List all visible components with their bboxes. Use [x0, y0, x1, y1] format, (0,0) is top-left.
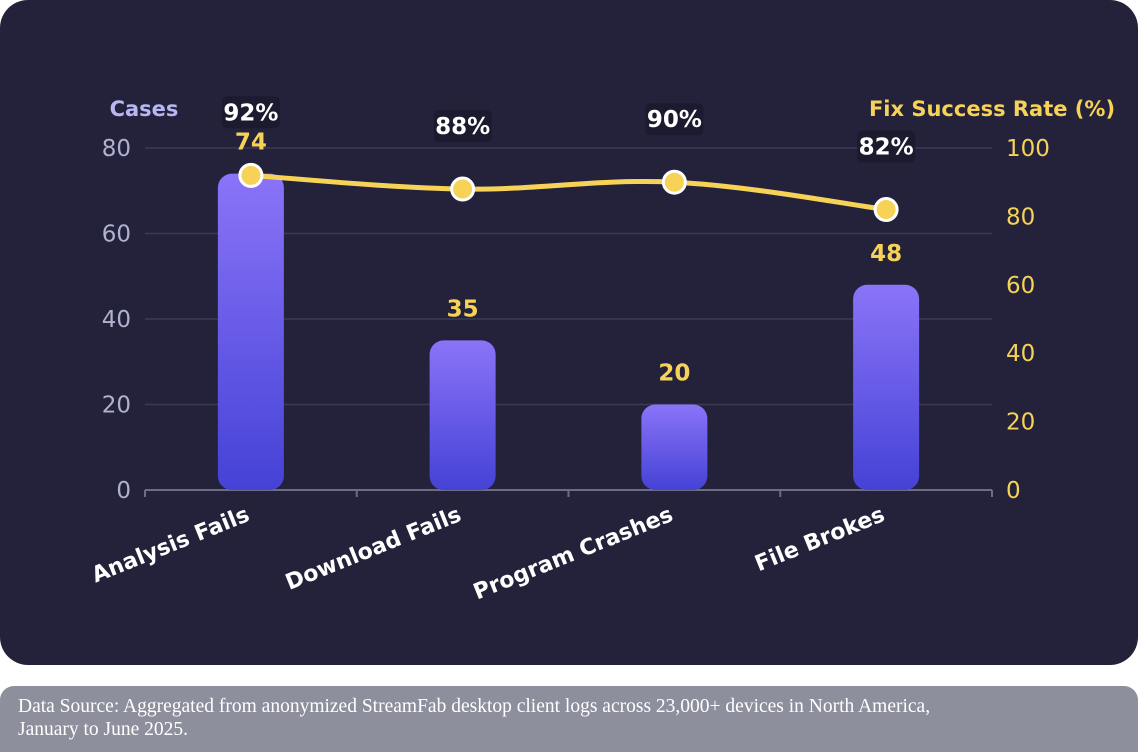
fix-rate-line [248, 172, 889, 213]
data-source-line-1: Data Source: Aggregated from anonymized … [18, 696, 931, 717]
bar-value-label: 35 [447, 296, 479, 322]
bar-value-label: 48 [870, 241, 902, 267]
bar [429, 340, 496, 490]
right-axis-tick-label: 40 [1006, 341, 1035, 367]
left-axis-title: Cases [110, 97, 179, 121]
category-label: Download Fails [282, 502, 465, 595]
bar-value-label: 20 [658, 361, 690, 387]
category-label: Program Crashes [470, 502, 677, 605]
bar-value-label: 74 [235, 130, 267, 156]
line-series [238, 162, 899, 223]
data-source-line-2: January to June 2025. [18, 719, 189, 740]
line-value-label-bg [645, 103, 704, 136]
bar [853, 284, 920, 490]
left-axis-tick-label: 20 [102, 393, 131, 419]
category-label: File Brokes [752, 502, 889, 577]
chart-card: 0 20 40 60 80 0 20 40 60 80 100 Analysis Fails Downl… [0, 0, 1138, 665]
line-point [873, 197, 899, 223]
line-value-label: 92% [223, 100, 278, 126]
line-value-label: 88% [435, 114, 490, 140]
left-axis-tick-label: 60 [102, 222, 131, 248]
line-value-label: 82% [859, 135, 914, 161]
right-axis-tick-label: 100 [1006, 136, 1050, 162]
bars [217, 173, 920, 490]
right-axis-tick-label: 20 [1006, 410, 1035, 436]
data-labels: 74 35 20 48 92% 88% 90% 82% [221, 96, 916, 387]
data-source-note: Data Source: Aggregated from anonymized … [0, 686, 1138, 752]
category-label: Analysis Fails [88, 502, 253, 588]
right-axis-tick-label: 0 [1006, 478, 1021, 504]
line-value-label-bg [857, 130, 916, 163]
right-axis-tick-label: 80 [1006, 204, 1035, 230]
right-axis-title: Fix Success Rate (%) [869, 97, 1115, 121]
line-value-label: 90% [647, 107, 702, 133]
line-point [450, 176, 476, 202]
right-axis-tick-label: 60 [1006, 273, 1035, 299]
bar [217, 173, 284, 490]
left-axis-tick-label: 0 [116, 478, 131, 504]
line-value-label-bg [221, 96, 280, 129]
line-point [238, 162, 264, 188]
line-point [661, 169, 687, 195]
bar [641, 404, 708, 490]
left-axis-tick-label: 40 [102, 307, 131, 333]
left-axis-tick-label: 80 [102, 136, 131, 162]
line-value-label-bg [433, 110, 492, 143]
combo-chart: 0 20 40 60 80 0 20 40 60 80 100 Analysis Fails Downl… [88, 96, 1115, 605]
gridlines [145, 147, 992, 406]
